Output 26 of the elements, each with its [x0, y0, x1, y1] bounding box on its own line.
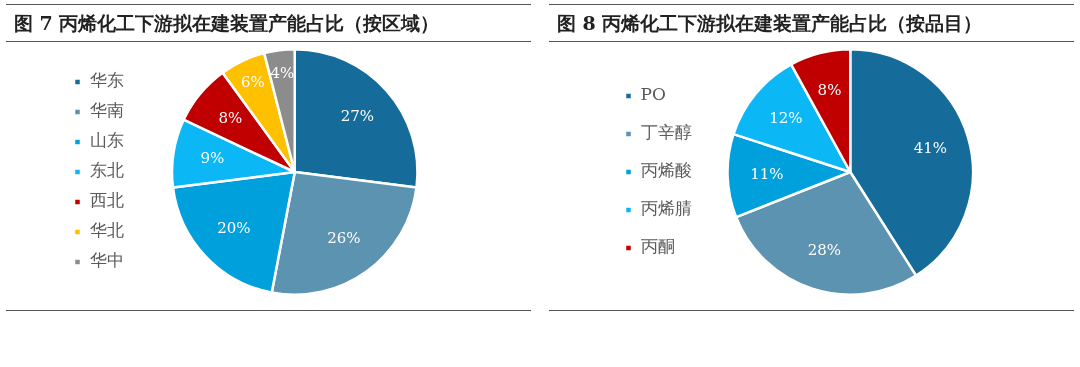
legend-label: 丁辛醇 — [640, 122, 692, 143]
legend-label: 东北 — [89, 160, 124, 181]
legend-label: 华北 — [89, 220, 124, 241]
data-label: 20% — [217, 219, 251, 238]
legend-label: 华南 — [89, 100, 124, 121]
data-label: 11% — [750, 164, 784, 183]
data-label: 27% — [340, 106, 375, 125]
data-label: 8% — [817, 81, 842, 100]
chart-title: 图 8 丙烯化工下游拟在建装置产能占比（按品目） — [549, 4, 1074, 42]
data-label: 12% — [769, 108, 803, 127]
data-label: 4% — [270, 64, 295, 83]
data-label: 41% — [913, 138, 948, 157]
legend-label: 华中 — [89, 250, 124, 271]
legend-label: 丙烯酸 — [640, 160, 692, 181]
data-label: 6% — [241, 73, 265, 92]
legend-label: 西北 — [89, 190, 124, 211]
chart-title: 图 7 丙烯化工下游拟在建装置产能占比（按区域） — [6, 4, 531, 42]
data-label: 9% — [200, 148, 225, 167]
data-label: 8% — [218, 108, 243, 127]
legend-label: 华东 — [89, 70, 124, 91]
legend-label: 丙酮 — [640, 236, 675, 257]
legend-label: 山东 — [89, 130, 124, 151]
data-label: 28% — [807, 241, 842, 260]
legend-label: PO — [640, 84, 666, 105]
legend-label: 丙烯腈 — [640, 198, 692, 219]
data-label: 26% — [327, 229, 361, 248]
